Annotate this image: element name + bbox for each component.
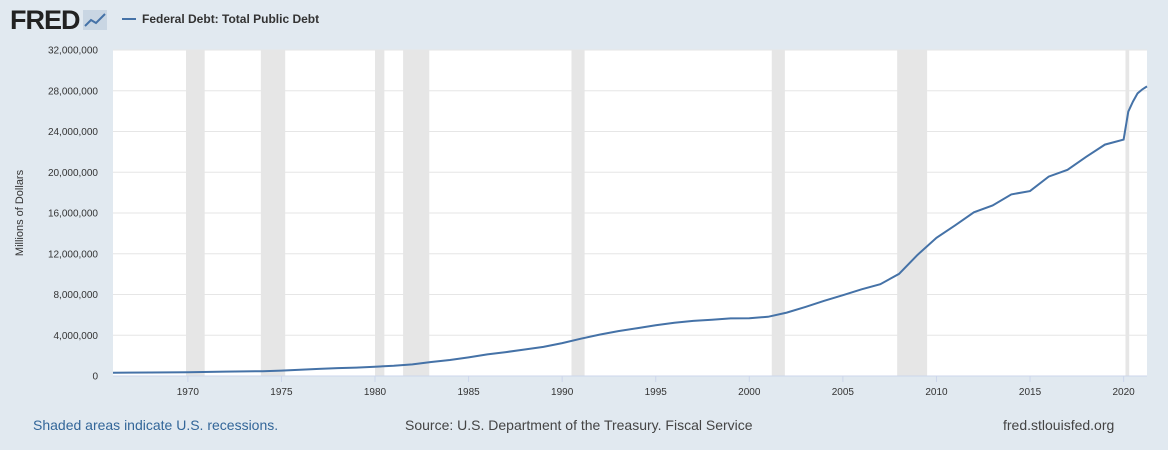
recession-note-link[interactable]: Shaded areas indicate U.S. recessions. xyxy=(33,417,279,433)
x-tick-label: 1970 xyxy=(177,387,200,398)
y-tick-label: 28,000,000 xyxy=(48,86,98,97)
series-line-federal-debt[interactable] xyxy=(112,85,1148,374)
source-text: Source: U.S. Department of the Treasury.… xyxy=(405,417,753,433)
x-tick-label: 2000 xyxy=(738,387,761,398)
y-axis-title: Millions of Dollars xyxy=(14,169,26,256)
y-tick-label: 32,000,000 xyxy=(48,46,98,57)
chart-header: FRED Federal Debt: Total Public Debt xyxy=(0,0,1168,40)
x-tick-label: 1995 xyxy=(645,387,668,398)
x-axis-ticks: 1970 1975 1980 1985 1990 1995 2000 2005 2010 2015… xyxy=(113,375,1147,398)
x-tick-label: 2015 xyxy=(1019,387,1042,398)
legend-label: Federal Debt: Total Public Debt xyxy=(142,12,320,26)
y-tick-label: 0 xyxy=(92,372,98,383)
logo-text: FRED xyxy=(10,5,80,35)
legend-line-swatch xyxy=(122,18,136,20)
x-tick-label: 2005 xyxy=(832,387,855,398)
y-tick-label: 8,000,000 xyxy=(54,290,99,301)
chart-legend[interactable]: Federal Debt: Total Public Debt xyxy=(122,12,319,26)
site-link[interactable]: fred.stlouisfed.org xyxy=(1003,417,1115,433)
line-chart: 0 4,000,000 8,000,000 12,000,000 16,000,000 2… xyxy=(14,46,1148,398)
y-axis-ticks: 0 4,000,000 8,000,000 12,000,000 16,000,000 2… xyxy=(48,46,99,383)
x-tick-label: 2020 xyxy=(1112,387,1135,398)
fred-graph-icon xyxy=(82,10,107,30)
y-tick-label: 24,000,000 xyxy=(48,127,98,138)
x-tick-label: 1980 xyxy=(364,387,387,398)
y-tick-label: 12,000,000 xyxy=(48,249,98,260)
y-tick-label: 16,000,000 xyxy=(48,209,98,220)
x-tick-label: 1990 xyxy=(551,387,574,398)
x-tick-label: 2010 xyxy=(925,387,948,398)
fred-logo[interactable]: FRED xyxy=(10,6,107,34)
x-tick-label: 1975 xyxy=(270,387,293,398)
x-tick-label: 1985 xyxy=(457,387,480,398)
y-tick-label: 4,000,000 xyxy=(54,331,99,342)
y-tick-label: 20,000,000 xyxy=(48,168,98,179)
